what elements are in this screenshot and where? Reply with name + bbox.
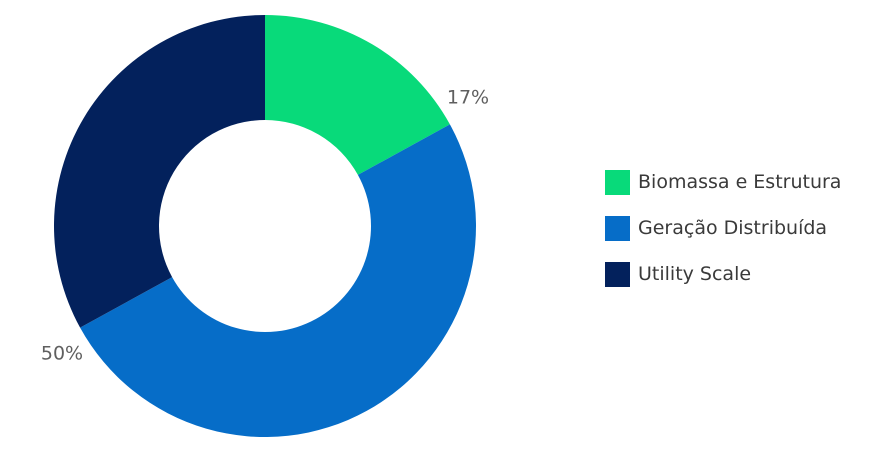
legend-label-biomassa: Biomassa e Estrutura — [638, 171, 842, 193]
legend-item-geracao[interactable]: Geração Distribuída — [605, 214, 841, 242]
legend-label-utility: Utility Scale — [638, 263, 752, 285]
legend-swatch-utility — [605, 261, 630, 287]
slices — [53, 15, 476, 437]
legend-label-geracao: Geração Distribuída — [638, 217, 828, 239]
slice-utility[interactable] — [53, 15, 265, 328]
slice-biomassa[interactable] — [265, 15, 450, 175]
slice-labels: 17%50%33% — [41, 86, 489, 365]
legend-item-biomassa[interactable]: Biomassa e Estrutura — [605, 168, 841, 196]
slice-label-geracao: 50% — [41, 343, 83, 365]
slice-label-biomassa: 17% — [447, 86, 489, 108]
legend-item-utility[interactable]: Utility Scale — [605, 260, 841, 288]
legend-swatch-biomassa — [605, 169, 630, 195]
slice-geracao[interactable] — [80, 124, 476, 437]
legend-swatch-geracao — [605, 215, 630, 241]
legend: Biomassa e Estrutura Geração Distribuída… — [605, 168, 841, 306]
